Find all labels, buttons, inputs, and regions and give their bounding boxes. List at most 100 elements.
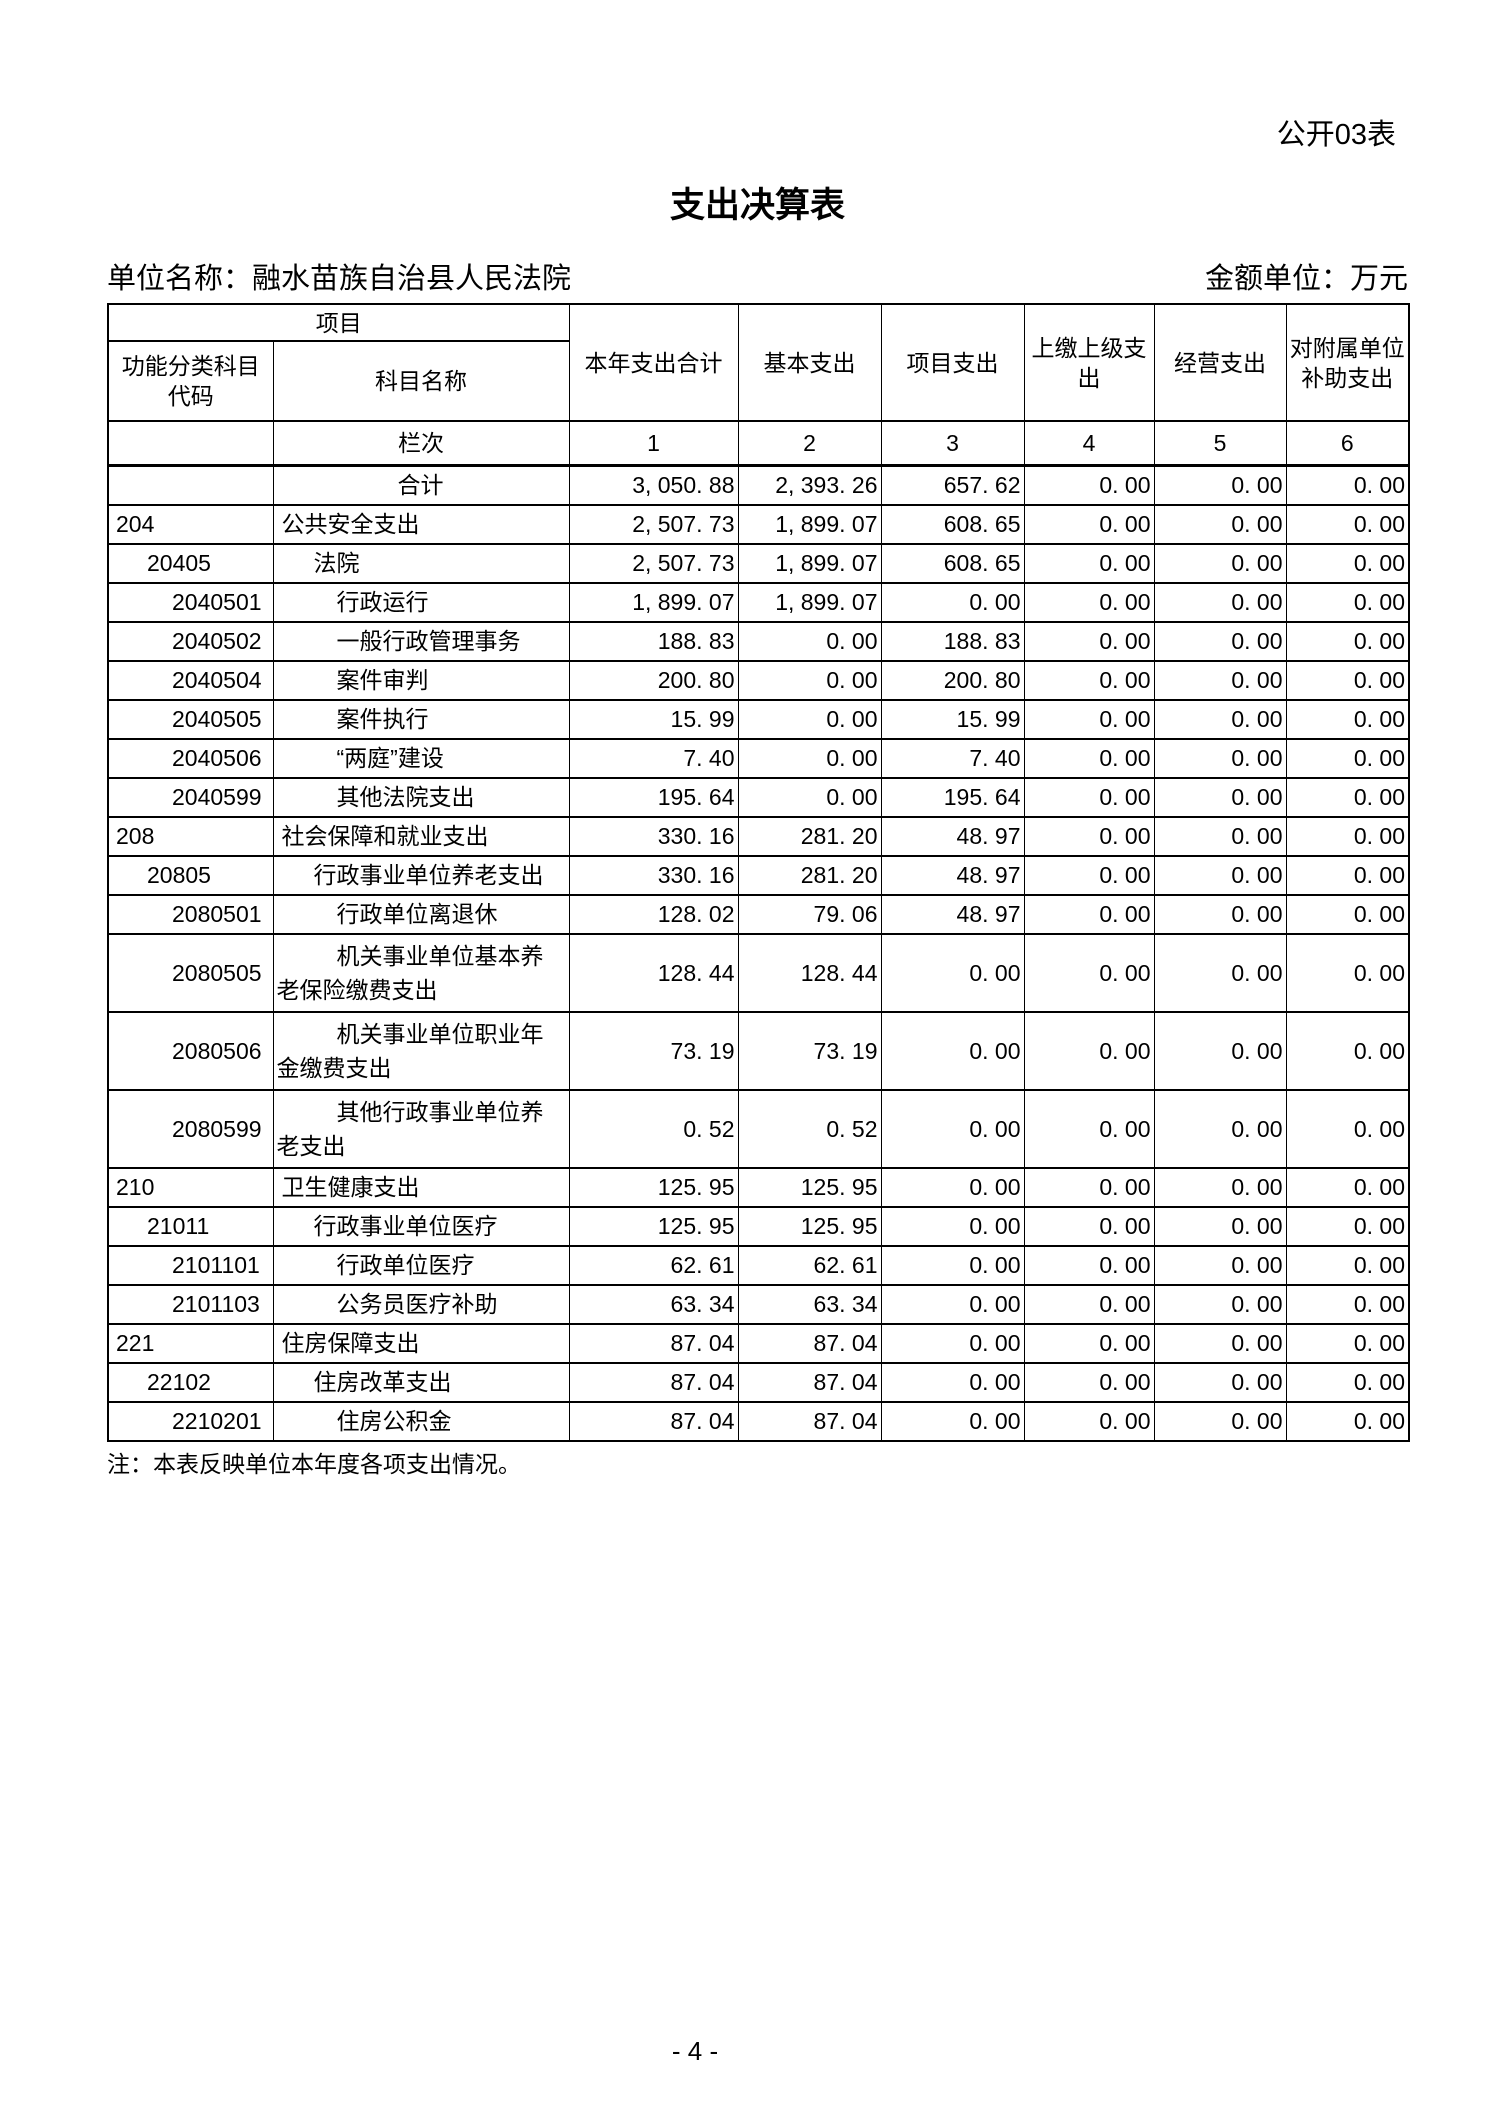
row-value-4: 0. 00: [1023, 854, 1155, 896]
row-value-6: 0. 00: [1285, 1283, 1410, 1325]
row-value-3: 0. 00: [880, 1010, 1025, 1091]
table-header: 项目 本年支出合计 基本支出 项目支出 上缴上级支 出 经营支出 对附属单位 补…: [107, 303, 1410, 467]
header-col-index-4: 4: [1023, 420, 1155, 467]
row-value-6: 0. 00: [1285, 1088, 1410, 1169]
meta-row: 单位名称：融水苗族自治县人民法院 金额单位：万元: [107, 260, 1408, 298]
row-name: 合计: [272, 464, 570, 506]
row-value-6: 0. 00: [1285, 1322, 1410, 1364]
row-name: 社会保障和就业支出: [272, 815, 570, 857]
row-name: 机关事业单位职业年 金缴费支出: [272, 1010, 570, 1091]
row-value-3: 608. 65: [880, 503, 1025, 545]
row-code: 20805: [107, 854, 274, 896]
row-value-5: 0. 00: [1153, 581, 1287, 623]
row-code: 2040506: [107, 737, 274, 779]
table-row: 2040505 案件执行 15. 99 0. 00 15. 99 0. 00 0…: [107, 698, 1410, 740]
table-note: 注：本表反映单位本年度各项支出情况。: [107, 1450, 521, 1477]
table-wrap: 项目 本年支出合计 基本支出 项目支出 上缴上级支 出 经营支出 对附属单位 补…: [107, 303, 1410, 1479]
row-value-3: 7. 40: [880, 737, 1025, 779]
row-value-5: 0. 00: [1153, 854, 1287, 896]
header-basic: 基本支出: [737, 303, 882, 422]
header-col-index-6: 6: [1285, 420, 1410, 467]
doc-label: 公开03表: [1276, 119, 1396, 151]
row-value-6: 0. 00: [1285, 503, 1410, 545]
table-row: 210 卫生健康支出 125. 95 125. 95 0. 00 0. 00 0…: [107, 1166, 1410, 1208]
row-name: 案件审判: [272, 659, 570, 701]
row-value-3: 0. 00: [880, 1244, 1025, 1286]
row-code: 2080506: [107, 1010, 274, 1091]
row-code: 2040599: [107, 776, 274, 818]
row-value-1: 2, 507. 73: [568, 503, 739, 545]
row-value-6: 0. 00: [1285, 893, 1410, 935]
expenditure-table: 项目 本年支出合计 基本支出 项目支出 上缴上级支 出 经营支出 对附属单位 补…: [107, 303, 1410, 1442]
row-value-4: 0. 00: [1023, 1166, 1155, 1208]
row-value-3: 0. 00: [880, 1166, 1025, 1208]
row-value-3: 15. 99: [880, 698, 1025, 740]
row-code: 2040504: [107, 659, 274, 701]
row-value-4: 0. 00: [1023, 932, 1155, 1013]
row-name: 机关事业单位基本养 老保险缴费支出: [272, 932, 570, 1013]
row-code: 2080501: [107, 893, 274, 935]
row-value-6: 0. 00: [1285, 854, 1410, 896]
row-value-6: 0. 00: [1285, 932, 1410, 1013]
header-col-index-1: 1: [568, 420, 739, 467]
row-name: “两庭”建设: [272, 737, 570, 779]
row-value-5: 0. 00: [1153, 620, 1287, 662]
row-value-6: 0. 00: [1285, 1400, 1410, 1442]
table-row: 合计 3, 050. 88 2, 393. 26 657. 62 0. 00 0…: [107, 464, 1410, 506]
row-value-5: 0. 00: [1153, 698, 1287, 740]
row-value-2: 87. 04: [737, 1322, 882, 1364]
row-name: 行政单位离退休: [272, 893, 570, 935]
row-value-2: 87. 04: [737, 1361, 882, 1403]
row-value-1: 128. 44: [568, 932, 739, 1013]
row-value-2: 0. 00: [737, 698, 882, 740]
row-name: 公共安全支出: [272, 503, 570, 545]
row-value-3: 0. 00: [880, 1400, 1025, 1442]
row-value-3: 0. 00: [880, 1205, 1025, 1247]
row-value-1: 1, 899. 07: [568, 581, 739, 623]
row-value-2: 128. 44: [737, 932, 882, 1013]
row-value-4: 0. 00: [1023, 1283, 1155, 1325]
row-code: 2210201: [107, 1400, 274, 1442]
row-value-6: 0. 00: [1285, 1010, 1410, 1091]
row-value-5: 0. 00: [1153, 542, 1287, 584]
row-value-3: 48. 97: [880, 893, 1025, 935]
table-row: 221 住房保障支出 87. 04 87. 04 0. 00 0. 00 0. …: [107, 1322, 1410, 1364]
row-value-1: 125. 95: [568, 1205, 739, 1247]
row-name: 一般行政管理事务: [272, 620, 570, 662]
table-row: 204 公共安全支出 2, 507. 73 1, 899. 07 608. 65…: [107, 503, 1410, 545]
row-value-1: 62. 61: [568, 1244, 739, 1286]
row-value-4: 0. 00: [1023, 620, 1155, 662]
header-col-index-3: 3: [880, 420, 1025, 467]
row-value-5: 0. 00: [1153, 1400, 1287, 1442]
row-value-3: 48. 97: [880, 854, 1025, 896]
row-code: 2040502: [107, 620, 274, 662]
row-value-1: 7. 40: [568, 737, 739, 779]
row-value-4: 0. 00: [1023, 542, 1155, 584]
header-empty-cell: [107, 420, 274, 467]
row-value-5: 0. 00: [1153, 1010, 1287, 1091]
row-code: [107, 464, 274, 506]
row-value-6: 0. 00: [1285, 659, 1410, 701]
row-value-2: 125. 95: [737, 1205, 882, 1247]
row-value-2: 73. 19: [737, 1010, 882, 1091]
row-value-6: 0. 00: [1285, 1205, 1410, 1247]
row-value-4: 0. 00: [1023, 1322, 1155, 1364]
table-row: 21011 行政事业单位医疗 125. 95 125. 95 0. 00 0. …: [107, 1205, 1410, 1247]
row-value-1: 128. 02: [568, 893, 739, 935]
row-code: 20405: [107, 542, 274, 584]
row-value-6: 0. 00: [1285, 698, 1410, 740]
row-name: 行政运行: [272, 581, 570, 623]
row-value-3: 0. 00: [880, 581, 1025, 623]
row-value-4: 0. 00: [1023, 581, 1155, 623]
table-row: 22102 住房改革支出 87. 04 87. 04 0. 00 0. 00 0…: [107, 1361, 1410, 1403]
table-row: 2040502 一般行政管理事务 188. 83 0. 00 188. 83 0…: [107, 620, 1410, 662]
row-value-5: 0. 00: [1153, 1244, 1287, 1286]
row-value-2: 0. 00: [737, 776, 882, 818]
row-value-3: 0. 00: [880, 1361, 1025, 1403]
row-value-3: 195. 64: [880, 776, 1025, 818]
row-value-3: 200. 80: [880, 659, 1025, 701]
page-number: - 4 -: [671, 2036, 719, 2066]
row-value-1: 330. 16: [568, 815, 739, 857]
table-body: 合计 3, 050. 88 2, 393. 26 657. 62 0. 00 0…: [107, 464, 1410, 1442]
row-value-2: 1, 899. 07: [737, 503, 882, 545]
